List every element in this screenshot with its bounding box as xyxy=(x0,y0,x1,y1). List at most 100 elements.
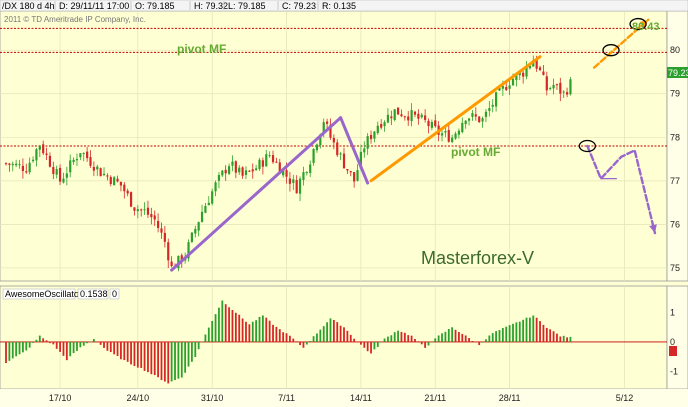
ao-bar xyxy=(295,341,298,342)
ao-bar xyxy=(559,336,562,342)
pivot-circle xyxy=(578,139,597,153)
ao-bar xyxy=(76,341,78,351)
candle-body xyxy=(160,228,163,233)
ao-bar xyxy=(116,341,119,356)
ao-bar xyxy=(25,341,28,351)
ao-bar xyxy=(62,341,65,356)
candle-body xyxy=(417,113,420,119)
ao-bar xyxy=(150,341,153,375)
ao-bar xyxy=(316,333,318,342)
candle-body xyxy=(89,157,92,166)
ao-bar xyxy=(360,341,362,345)
ao-bar xyxy=(42,338,45,342)
candle-body xyxy=(123,184,126,192)
ao-bar xyxy=(258,316,261,342)
ao-bar xyxy=(211,320,214,342)
candle-body xyxy=(440,133,444,136)
ao-bar xyxy=(403,332,406,342)
target-circle-mid xyxy=(602,44,620,57)
ao-bar xyxy=(468,338,470,342)
ao-bar xyxy=(336,322,339,342)
candle-body xyxy=(55,169,58,175)
last-price-tag xyxy=(667,67,688,78)
candle-body xyxy=(552,84,555,89)
candle-body xyxy=(508,85,511,89)
candle-body xyxy=(522,72,525,77)
candle-body xyxy=(559,82,562,94)
ao-bar xyxy=(339,325,342,342)
ao-tick-label: 0 xyxy=(670,337,675,347)
candle-body xyxy=(538,67,542,71)
ao-bar xyxy=(518,321,521,342)
candle-body xyxy=(444,131,447,133)
time-axis-ticks: 17/10 24/10 31/10 7/11 14/11 21/11 28/11 5/12 xyxy=(49,393,633,403)
candle-body xyxy=(454,133,457,139)
ao-bar xyxy=(238,314,241,342)
candle-body xyxy=(565,92,569,95)
candle-body xyxy=(535,58,538,69)
candle-body xyxy=(393,109,396,120)
ao-bar xyxy=(241,318,244,342)
ao-bar xyxy=(218,307,220,342)
candle-body xyxy=(261,160,264,167)
ao-bar xyxy=(498,330,501,342)
ao-bar xyxy=(228,307,230,342)
ao-bar xyxy=(326,322,328,342)
ao-bar xyxy=(289,335,291,342)
candle-body xyxy=(8,163,11,165)
candle-body xyxy=(18,164,21,166)
ao-name[interactable]: AwesomeOscillator xyxy=(5,289,82,299)
candle-body xyxy=(336,142,339,156)
candle-body xyxy=(282,170,285,176)
candle-body xyxy=(21,165,24,171)
purple-forecast-arrowhead xyxy=(649,224,657,234)
candle-body xyxy=(495,92,498,107)
candle-body xyxy=(383,122,386,127)
price-tick-label: 77 xyxy=(670,176,680,186)
ao-bar xyxy=(187,341,190,367)
candle-body xyxy=(478,116,481,123)
header-symbol[interactable]: /DX 180 d 4h xyxy=(2,1,55,11)
candle-body xyxy=(285,170,288,177)
ao-bar xyxy=(552,331,555,342)
ao-bar xyxy=(65,341,68,361)
ao-bar xyxy=(491,333,494,342)
candle-body xyxy=(562,91,565,93)
candle-body xyxy=(359,151,362,170)
candle-body xyxy=(342,153,346,169)
candle-body xyxy=(136,209,139,212)
ao-bar xyxy=(458,332,460,342)
ao-bar xyxy=(163,341,166,382)
candle-body xyxy=(190,232,193,242)
ao-bar xyxy=(106,341,109,351)
price-axis-ticks: 75 76 77 78 79 80 xyxy=(670,45,680,273)
ao-bar xyxy=(89,341,92,343)
ao-bar xyxy=(126,341,129,362)
candle-body xyxy=(356,170,359,181)
ao-bar xyxy=(109,341,112,353)
ao-bar xyxy=(309,341,312,342)
candle-body xyxy=(451,137,454,142)
candle-body xyxy=(329,124,332,138)
candle-body xyxy=(231,161,234,166)
purple-impulse-up xyxy=(170,116,343,272)
candle-body xyxy=(25,171,28,173)
candle-body xyxy=(197,222,200,231)
candle-body xyxy=(481,118,484,122)
candle-body xyxy=(28,162,31,173)
ao-value: 0.1538 xyxy=(80,289,108,299)
candle-body xyxy=(75,158,79,161)
ao-bar xyxy=(157,341,159,378)
candle-body xyxy=(194,228,197,234)
ao-bar xyxy=(329,318,332,342)
candle-body xyxy=(31,159,35,162)
target-circle-upper xyxy=(629,17,647,31)
ao-bar xyxy=(191,341,193,362)
ao-bar xyxy=(400,331,403,342)
orange-forecast xyxy=(592,18,650,69)
ao-bar xyxy=(407,335,410,342)
candle-body xyxy=(366,136,369,149)
ao-bar xyxy=(45,340,48,342)
ao-bar xyxy=(434,338,437,342)
